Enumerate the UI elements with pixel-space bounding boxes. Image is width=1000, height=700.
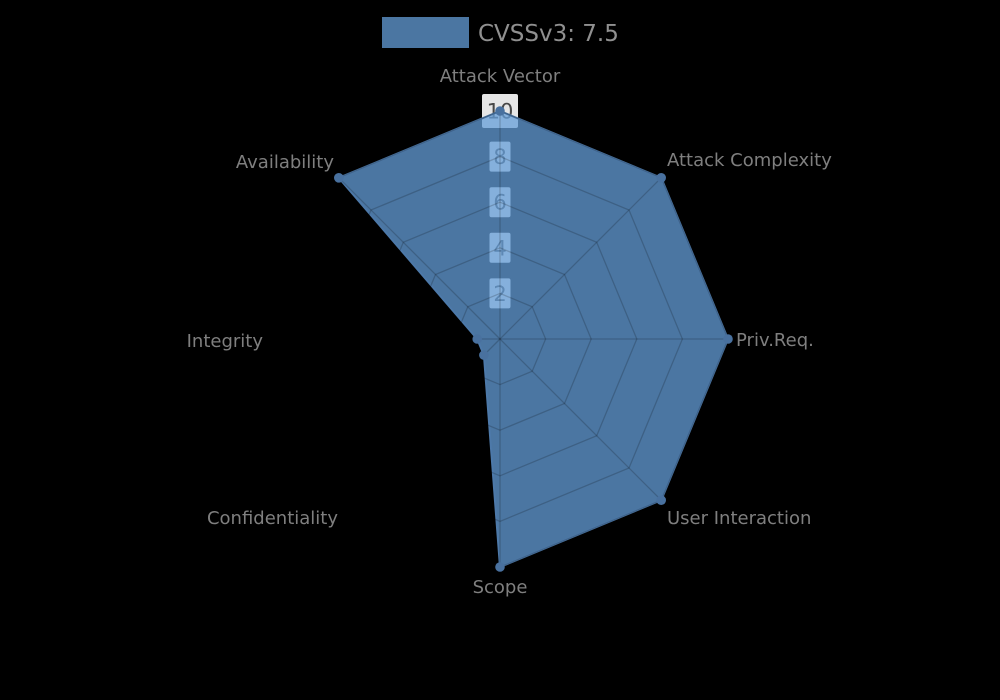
grid-ring xyxy=(453,292,547,386)
grid-spoke xyxy=(499,177,662,340)
axis-label-scope: Scope xyxy=(473,577,528,598)
axis-label-user-interaction: User Interaction xyxy=(667,508,811,529)
axis-labels-layer: Attack Vector Attack Complexity Priv.Req. U… xyxy=(187,66,833,598)
legend-swatch xyxy=(382,17,469,48)
vertex-dot xyxy=(656,495,666,506)
grid-ring xyxy=(362,201,638,477)
vertex-dot xyxy=(479,350,489,360)
legend-label: CVSSv3: 7.5 xyxy=(478,21,619,47)
axis-label-attack-complexity: Attack Complexity xyxy=(667,150,832,171)
grid-spoke xyxy=(338,177,501,340)
axis-label-integrity: Integrity xyxy=(187,331,264,352)
grid-spoke xyxy=(338,338,501,501)
vertex-dot xyxy=(723,334,733,344)
axis-label-confidentiality: Confidentiality xyxy=(207,508,338,529)
vertex-dot xyxy=(334,173,344,183)
axis-label-priv-req: Priv.Req. xyxy=(736,330,814,351)
vertex-dot xyxy=(656,173,666,183)
vertex-dot xyxy=(495,106,505,116)
grid-ring xyxy=(408,247,592,431)
vertex-dot xyxy=(495,562,505,572)
grid-ring xyxy=(316,155,684,523)
axis-label-availability: Availability xyxy=(236,152,334,173)
legend: CVSSv3: 7.5 xyxy=(382,17,619,48)
vertex-dot xyxy=(472,334,483,344)
axis-label-attack-vector: Attack Vector xyxy=(440,66,561,87)
vertex-dots-layer xyxy=(334,106,733,572)
grid-spoke xyxy=(499,338,662,501)
